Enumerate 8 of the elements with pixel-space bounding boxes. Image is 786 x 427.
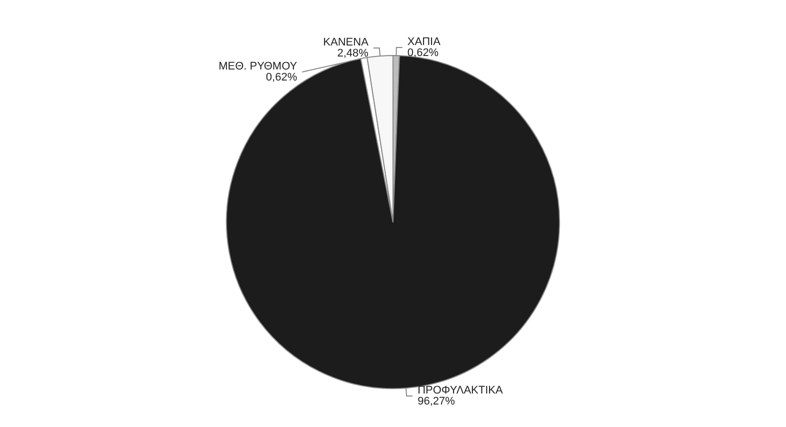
slice-label: ΚΑΝΕΝΑ [323, 36, 370, 49]
slice-label: ΧΑΠΙΑ [407, 36, 442, 48]
data-label: 0,62% [266, 72, 298, 84]
data-label: 0,62% [407, 47, 439, 60]
slice-label: ΜΕΘ. ΡΥΘΜΟΥ [218, 60, 298, 73]
slice-label: ΠΡΟΦΥΛΑΚΤΙΚΑ [418, 384, 504, 397]
data-label: 96,27% [418, 396, 456, 408]
data-label: 2,48% [337, 48, 369, 60]
